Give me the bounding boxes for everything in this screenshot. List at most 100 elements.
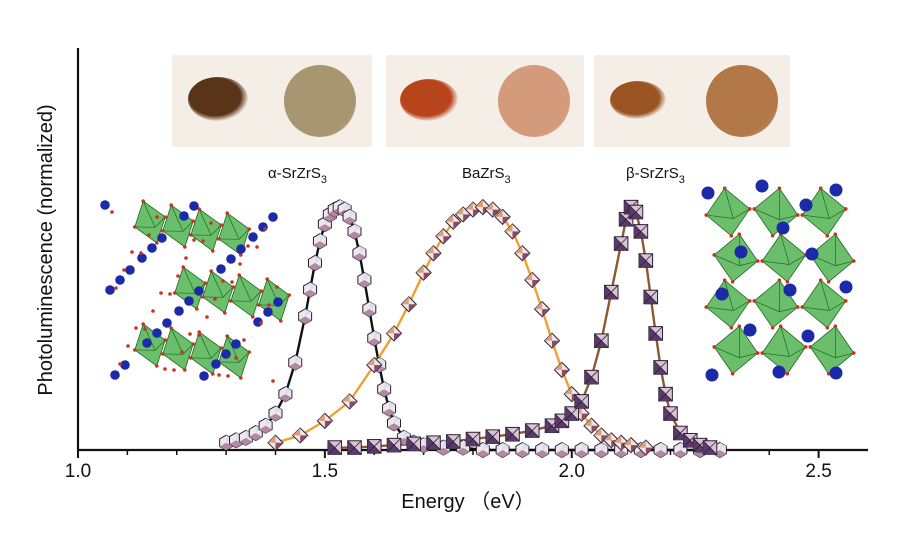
sulfur-atom [238,262,242,266]
beta-crystal-structure-image [701,179,856,382]
data-point-ba [543,332,561,349]
sulfur-atom [130,250,134,254]
sulfur-atom [234,356,238,360]
octahedron [712,232,760,284]
data-point-alpha [594,441,609,459]
cation-atom [226,254,236,264]
cation-atom [772,365,786,379]
cation-atom [105,285,115,295]
sulfur-atom [155,215,159,219]
data-point-beta [574,394,589,409]
data-point-ba [622,436,640,454]
sulfur-atom [205,315,209,319]
data-point-alpha [288,354,303,371]
series-markers [219,198,727,459]
data-point-alpha [554,441,569,459]
data-point-beta [663,406,678,421]
octahedron [752,186,800,238]
sulfur-atom [192,238,196,242]
cation-atom [125,265,135,275]
sulfur-atom [197,333,201,337]
cation-atom [829,183,843,197]
data-point-alpha [495,441,510,459]
data-point-alpha [387,415,401,432]
cation-atom [216,264,226,274]
series-label-beta: β-SrZrS3 [626,165,685,186]
cation-atom [137,253,147,263]
sulfur-atom [122,268,126,272]
sulfur-atom [209,221,213,225]
octahedron [704,186,752,238]
sulfur-atom [267,303,271,307]
sulfur-atom [213,297,217,301]
cation-atom [179,211,189,221]
data-point-alpha [268,405,283,422]
cation-atom [236,244,246,254]
x-tick-label: 2.0 [559,461,585,482]
sulfur-atom [114,286,118,290]
data-point-alpha [303,281,318,298]
photo-alpha-srzrs3 [172,55,372,147]
cation-atom [174,306,184,316]
data-point-ba [316,412,334,430]
data-point-beta [584,369,599,385]
cation-atom [100,200,110,210]
cation-atom [801,329,815,343]
data-point-ba [291,427,309,444]
octahedron [228,273,264,319]
data-point-alpha [367,330,382,347]
data-point-alpha [535,441,550,459]
series-label-beta-sub: 3 [679,174,685,186]
cation-atom [120,360,130,370]
svg-text:BaZrS3: BaZrS3 [462,165,511,186]
octahedron [132,199,168,245]
sulfur-atom [184,256,188,260]
sulfur-atom [143,327,147,331]
sulfur-atom [168,292,172,296]
octahedron [712,324,760,376]
cation-atom [115,275,125,285]
x-tick-label: 1.5 [312,461,338,482]
data-point-beta [465,431,481,447]
data-point-alpha [574,441,589,459]
cation-atom [147,243,157,253]
data-point-ba [583,417,600,434]
data-point-ba [514,245,531,262]
data-point-ba [425,245,442,262]
pellet-beta [706,65,778,137]
data-point-ba [494,208,511,226]
powder-pile-ba [400,79,458,121]
data-point-beta [653,360,668,375]
octahedron [160,326,196,372]
data-point-beta [366,439,382,454]
data-point-beta [633,224,649,239]
data-point-beta [594,333,609,349]
data-point-beta [485,429,501,444]
data-point-ba [553,361,571,379]
series-label-ba-sub: 3 [505,174,511,186]
octahedron [216,334,252,380]
sulfur-atom [151,309,155,313]
data-point-ba [366,356,383,374]
data-point-alpha [362,301,377,318]
data-point-beta [702,440,718,455]
svg-text:α-SrZrS3: α-SrZrS3 [268,165,327,186]
data-point-alpha [352,245,367,262]
cation-atom [194,286,204,296]
data-point-beta [613,236,629,251]
cation-atom [152,328,162,338]
data-point-ba [267,434,284,451]
sulfur-atom [275,285,279,289]
cation-atom [776,221,790,235]
octahedron [808,324,856,376]
photo-bazrs3 [386,55,584,147]
sulfur-atom [118,362,122,366]
cation-atom [799,198,813,212]
data-point-beta [658,386,673,402]
cation-atom [211,359,221,369]
sulfur-atom [188,332,192,336]
data-point-beta [564,406,580,421]
data-point-ba [445,213,462,230]
series-label-ba-main: BaZrS [462,165,505,182]
